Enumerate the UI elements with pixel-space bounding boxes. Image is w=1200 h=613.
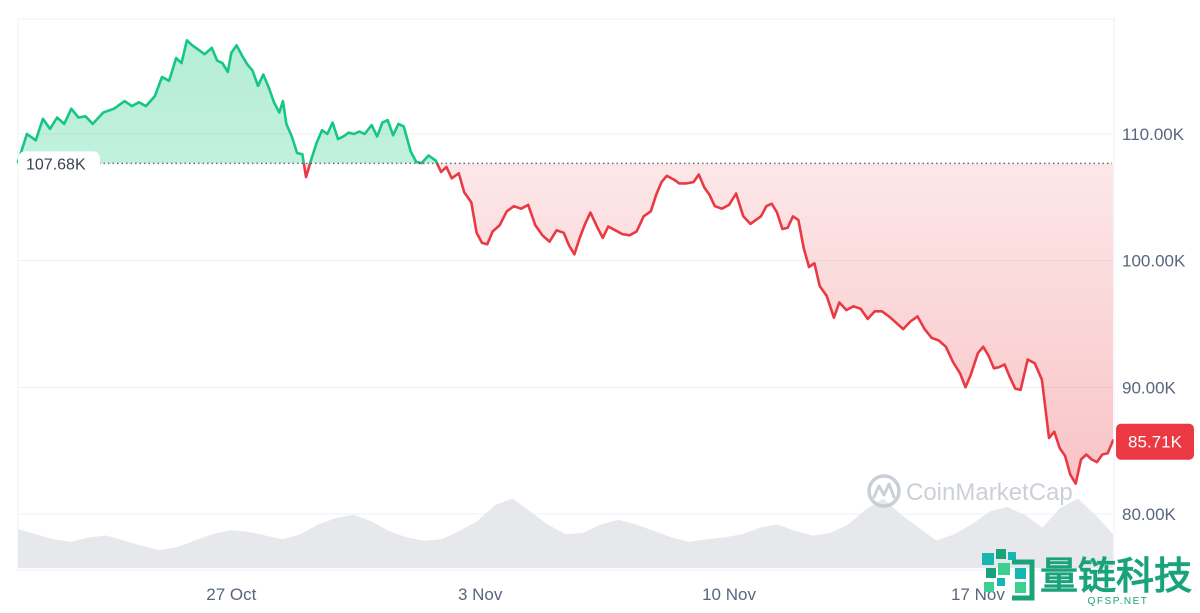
y-axis: 110.00K 100.00K 90.00K 80.00K bbox=[1122, 125, 1186, 524]
volume-area bbox=[18, 498, 1113, 568]
x-tick-label: 27 Oct bbox=[206, 585, 256, 604]
corner-logo-subtext: QFSP.NET bbox=[1088, 596, 1149, 607]
x-axis: 27 Oct 3 Nov 10 Nov 17 Nov bbox=[206, 585, 1005, 604]
current-price-label: 85.71K bbox=[1128, 433, 1183, 452]
volume-area-shape bbox=[18, 498, 1113, 568]
price-line bbox=[16, 39, 1115, 485]
baseline-value-pill: 107.68K bbox=[18, 151, 100, 176]
qfsp-logo-icon bbox=[982, 549, 1035, 601]
price-area bbox=[18, 40, 1113, 484]
y-tick-label: 100.00K bbox=[1122, 252, 1186, 271]
x-tick-label: 17 Nov bbox=[951, 585, 1005, 604]
price-line-up bbox=[16, 39, 439, 164]
y-tick-label: 80.00K bbox=[1122, 505, 1177, 524]
watermark-text: CoinMarketCap bbox=[906, 479, 1073, 506]
coinmarketcap-logo-icon bbox=[867, 474, 901, 508]
corner-logo-text: 量链科技 bbox=[1040, 556, 1192, 598]
y-tick-label: 90.00K bbox=[1122, 378, 1177, 397]
qfsp-corner-logo: 量链科技 QFSP.NET bbox=[982, 549, 1192, 607]
price-area-below-baseline bbox=[18, 163, 1113, 484]
y-tick-label: 110.00K bbox=[1122, 125, 1185, 144]
price-area-above-baseline bbox=[18, 40, 438, 164]
baseline-value-label: 107.68K bbox=[26, 156, 86, 173]
x-tick-label: 10 Nov bbox=[702, 585, 756, 604]
coinmarketcap-watermark: CoinMarketCap bbox=[867, 474, 1073, 508]
price-line-down bbox=[302, 163, 1115, 485]
x-tick-label: 3 Nov bbox=[458, 585, 503, 604]
current-price-badge: 85.71K bbox=[1116, 423, 1194, 460]
